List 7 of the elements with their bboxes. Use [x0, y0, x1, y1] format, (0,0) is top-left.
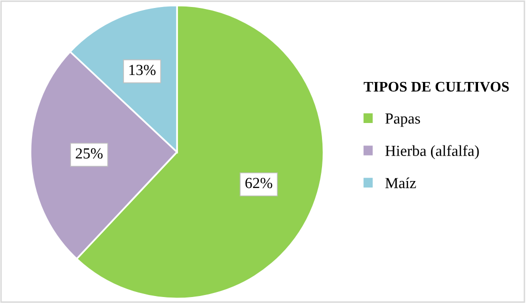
data-label: 25% — [76, 148, 103, 159]
legend-title: TIPOS DE CULTIVOS — [364, 82, 509, 92]
legend-label: Hierba (alfalfa) — [385, 145, 479, 160]
data-label: 13% — [129, 64, 156, 76]
data-label: 62% — [245, 178, 272, 188]
legend-label: Papas — [385, 114, 420, 127]
legend-label: Maíz — [385, 177, 416, 188]
